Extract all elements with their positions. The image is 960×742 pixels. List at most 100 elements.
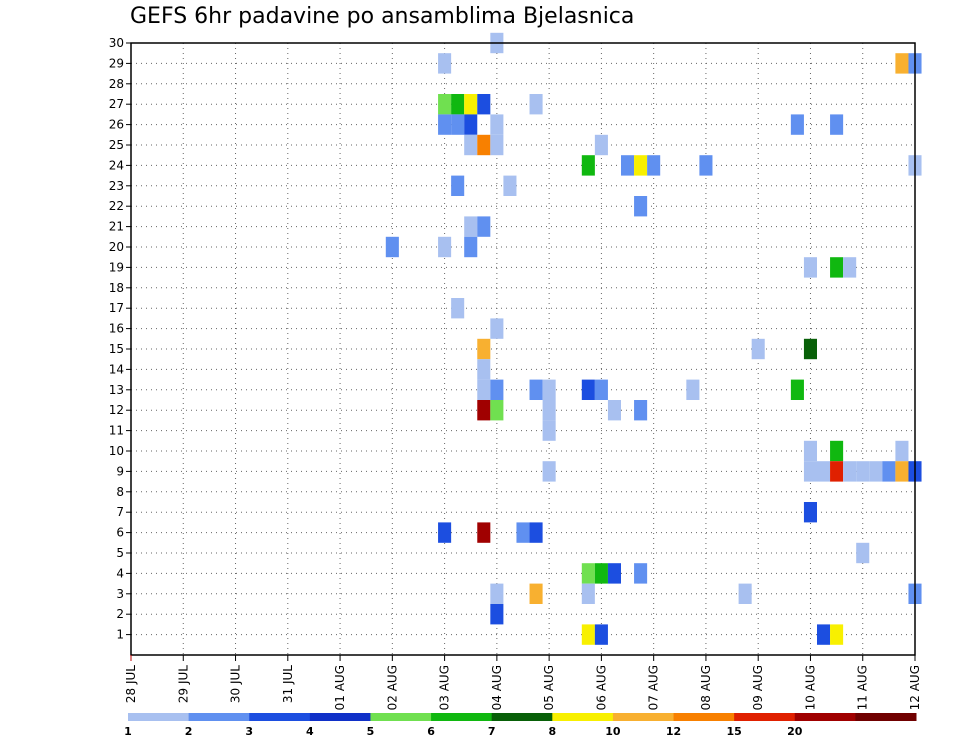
legend-swatch <box>855 713 917 721</box>
x-tick-label: 28 JUL <box>124 665 138 703</box>
precip-cell <box>477 359 491 380</box>
precip-cell <box>490 583 504 604</box>
precip-cell <box>451 175 465 196</box>
precip-cell <box>803 440 817 462</box>
x-tick-label: 03 AUG <box>438 665 452 710</box>
precip-cell <box>856 461 870 482</box>
precip-cell <box>542 400 556 421</box>
precip-cell <box>817 461 831 482</box>
legend-swatch <box>734 713 796 721</box>
x-tick-label: 05 AUG <box>542 665 556 710</box>
y-tick-label: 22 <box>109 199 124 213</box>
precip-cell <box>490 379 504 400</box>
precip-cell <box>830 114 844 135</box>
legend-label: 12 <box>666 725 681 738</box>
precip-cell <box>451 114 465 135</box>
legend-swatch <box>431 713 493 721</box>
legend-swatch <box>612 713 675 721</box>
precip-cell <box>516 522 530 543</box>
precip-cell <box>503 175 517 196</box>
x-tick-label: 09 AUG <box>751 665 765 710</box>
x-tick-label: 01 AUG <box>333 665 347 710</box>
y-tick-label: 12 <box>109 403 124 417</box>
legend-label: 8 <box>548 725 556 738</box>
precip-cell <box>581 563 595 584</box>
precip-cell <box>438 236 452 258</box>
legend-swatch <box>552 713 614 721</box>
data-cells <box>385 32 922 645</box>
precip-cell <box>634 155 648 176</box>
legend-swatch <box>188 713 250 721</box>
precip-cell <box>542 461 556 482</box>
precip-cell <box>803 502 817 523</box>
y-tick-label: 30 <box>109 36 124 50</box>
precip-cell <box>803 461 817 482</box>
x-tick-label: 07 AUG <box>647 665 661 710</box>
precip-cell <box>790 379 804 400</box>
y-tick-label: 19 <box>109 260 124 274</box>
y-tick-label: 3 <box>116 587 124 601</box>
x-axis: 28 JUL 29 JUL 30 JUL 31 JUL 01 AUG 02 AUG 03 A… <box>124 655 922 710</box>
y-tick-label: 25 <box>109 138 124 152</box>
precip-cell <box>581 583 595 604</box>
precip-cell <box>843 257 857 278</box>
precip-cell <box>895 440 909 462</box>
precip-cell <box>869 461 883 482</box>
precip-cell <box>438 114 452 135</box>
y-tick-label: 9 <box>116 464 124 478</box>
x-tick-label: 12 AUG <box>908 665 922 710</box>
y-tick-label: 6 <box>116 526 124 540</box>
y-tick-label: 27 <box>109 97 124 111</box>
y-tick-label: 15 <box>109 342 124 356</box>
precip-cell <box>895 53 909 74</box>
y-tick-label: 16 <box>109 322 124 336</box>
y-axis: 1234567891011121314151617181920212223242… <box>109 36 131 642</box>
precip-cell <box>594 134 608 156</box>
precip-cell <box>594 624 608 645</box>
precip-cell <box>477 379 491 400</box>
precip-cell <box>542 379 556 400</box>
precip-cell <box>490 134 504 156</box>
precip-cell <box>464 114 478 135</box>
precip-cell <box>895 461 909 482</box>
precip-cell <box>856 542 870 564</box>
legend-label: 6 <box>427 725 435 738</box>
precip-cell <box>607 563 621 584</box>
x-tick-label: 30 JUL <box>229 665 243 703</box>
y-tick-label: 17 <box>109 301 124 315</box>
y-tick-label: 21 <box>109 220 124 234</box>
precip-cell <box>438 522 452 543</box>
y-tick-label: 20 <box>109 240 124 254</box>
y-tick-label: 1 <box>116 628 124 642</box>
precip-cell <box>621 155 635 176</box>
precip-cell <box>490 114 504 135</box>
precip-cell <box>451 94 465 115</box>
precip-cell <box>542 420 556 441</box>
x-tick-label: 29 JUL <box>176 665 190 703</box>
legend-swatch <box>309 713 371 721</box>
precip-cell <box>477 338 491 360</box>
precip-cell <box>830 624 844 645</box>
precip-cell <box>594 563 608 584</box>
precip-cell <box>634 400 648 421</box>
precip-cell <box>751 338 765 360</box>
y-tick-label: 7 <box>116 505 124 519</box>
precip-cell <box>490 318 504 339</box>
y-tick-label: 26 <box>109 118 124 132</box>
precip-cell <box>464 236 478 258</box>
y-tick-label: 2 <box>116 607 124 621</box>
precip-cell <box>385 236 399 258</box>
precip-cell <box>529 379 543 400</box>
precip-cell <box>451 298 465 319</box>
y-tick-label: 11 <box>109 424 124 438</box>
precip-cell <box>477 216 491 237</box>
y-tick-label: 28 <box>109 77 124 91</box>
legend-label: 1 <box>124 725 132 738</box>
precip-cell <box>882 461 896 482</box>
y-tick-label: 14 <box>109 362 124 376</box>
precip-cell <box>438 53 452 74</box>
precip-cell <box>581 155 595 176</box>
legend-label: 4 <box>306 725 314 738</box>
precip-cell <box>464 134 478 156</box>
